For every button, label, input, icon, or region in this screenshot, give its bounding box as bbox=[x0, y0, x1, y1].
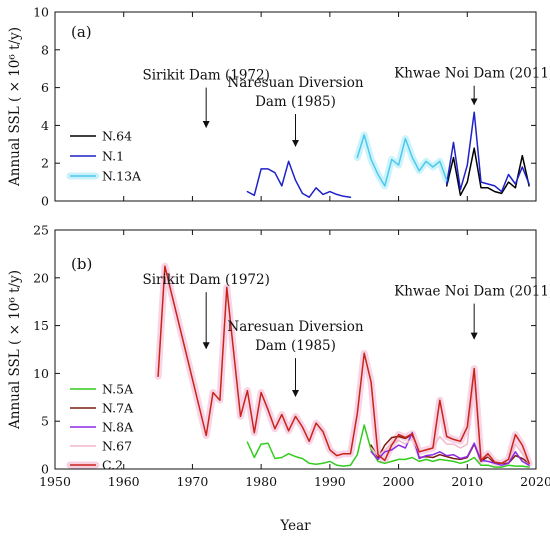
annotation-text: Khwae Noi Dam (2011) bbox=[394, 66, 550, 82]
y-tick-label: 4 bbox=[41, 118, 49, 133]
y-tick-label: 0 bbox=[41, 194, 49, 209]
series-N.13A-halo bbox=[353, 131, 451, 190]
panel-b: 1950 1960 1970 1980 1990 2000 2010 2020 0 5 10 15 20… bbox=[7, 223, 550, 490]
annotation: Khwae Noi Dam (2011) bbox=[394, 284, 550, 340]
y-tick-label: 5 bbox=[41, 414, 49, 429]
y-tick-label: 8 bbox=[41, 42, 49, 57]
x-tick-label: 1970 bbox=[177, 474, 209, 489]
legend: N.5A N.7A N.8A N.67 C.2 bbox=[66, 382, 134, 473]
legend-item: N.7A bbox=[70, 401, 134, 416]
legend-item: C.2 bbox=[66, 458, 123, 473]
legend-label: N.67 bbox=[102, 439, 132, 454]
legend-item: N.1 bbox=[70, 149, 124, 164]
x-tick-label: 2000 bbox=[383, 474, 415, 489]
x-tick-label: 1960 bbox=[108, 474, 140, 489]
x-tick-label: 2010 bbox=[451, 474, 483, 489]
panel-a-frame bbox=[54, 11, 537, 202]
panel-label: (b) bbox=[71, 255, 92, 273]
legend-label: N.13A bbox=[102, 169, 142, 184]
legend-label: N.8A bbox=[102, 420, 134, 435]
series-N.13A-line bbox=[356, 134, 448, 187]
series-N.8A-line bbox=[370, 431, 530, 466]
y-tick-label: 2 bbox=[41, 156, 49, 171]
annotation-text: Naresuan Diversion bbox=[227, 75, 364, 91]
annotation-text: Naresuan Diversion bbox=[227, 319, 364, 335]
legend-item: N.13A bbox=[66, 169, 142, 184]
y-tick-label: 15 bbox=[33, 318, 49, 333]
x-tick-label: 2020 bbox=[520, 474, 550, 489]
x-axis-title: Year bbox=[279, 518, 311, 534]
series-N.5A-line bbox=[246, 424, 530, 468]
y-tick-label: 10 bbox=[33, 366, 49, 381]
legend-label: C.2 bbox=[102, 458, 123, 473]
series-C.2-line bbox=[157, 265, 530, 465]
legend-item: N.8A bbox=[70, 420, 134, 435]
x-tick-label: 1950 bbox=[39, 474, 71, 489]
annotation: Khwae Noi Dam (2011) bbox=[394, 66, 550, 106]
y-tick-label: 20 bbox=[33, 270, 49, 285]
legend-label: N.7A bbox=[102, 401, 134, 416]
annotation-text: Dam (1985) bbox=[255, 94, 336, 110]
annotation: Naresuan Diversion Dam (1985) bbox=[227, 75, 364, 147]
y-tick-label: 6 bbox=[41, 80, 49, 95]
annotation-text: Khwae Noi Dam (2011) bbox=[394, 284, 550, 300]
series-N.1-line bbox=[445, 111, 530, 193]
y-tick-label: 10 bbox=[33, 5, 49, 20]
y-axis-title: Annual SSL ( × 10⁶ t/y) bbox=[7, 270, 23, 430]
legend-label: N.5A bbox=[102, 382, 134, 397]
series-N.1-line bbox=[246, 160, 352, 198]
x-tick-label: 1990 bbox=[314, 474, 346, 489]
series-group bbox=[154, 262, 533, 468]
annotation: Naresuan Diversion Dam (1985) bbox=[227, 319, 364, 398]
legend-label: N.64 bbox=[102, 129, 132, 144]
series-N.67-line bbox=[370, 377, 530, 465]
legend: N.64 N.1 N.13A bbox=[66, 129, 142, 184]
panel-b-frame bbox=[54, 229, 537, 470]
x-tick-label: 1980 bbox=[245, 474, 277, 489]
annotation-text: Dam (1985) bbox=[255, 338, 336, 354]
series-N.64-line bbox=[445, 147, 530, 197]
panel-a: 0 2 4 6 8 10 Annual SSL ( × 10⁶ t/y) (a) Sirikit… bbox=[7, 5, 550, 209]
legend-item: N.67 bbox=[70, 439, 132, 454]
legend-item: N.5A bbox=[70, 382, 134, 397]
y-tick-label: 25 bbox=[33, 223, 49, 238]
legend-item: N.64 bbox=[70, 129, 132, 144]
annotation: Sirikit Dam (1972) bbox=[142, 272, 270, 350]
y-tick-label: 0 bbox=[41, 462, 49, 477]
series-group bbox=[246, 111, 530, 198]
annotation-text: Sirikit Dam (1972) bbox=[142, 68, 269, 84]
y-axis-title: Annual SSL ( × 10⁶ t/y) bbox=[7, 27, 23, 187]
annotation-text: Sirikit Dam (1972) bbox=[142, 272, 269, 288]
annotation: Sirikit Dam (1972) bbox=[142, 68, 270, 128]
panel-label: (a) bbox=[71, 23, 92, 41]
legend-label: N.1 bbox=[102, 149, 124, 164]
